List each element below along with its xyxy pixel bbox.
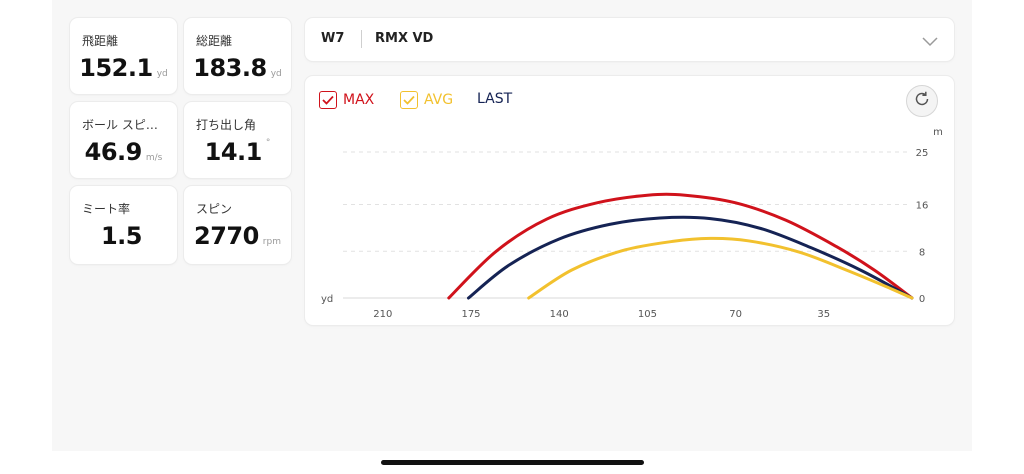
y-tick-label: 0 (919, 294, 925, 305)
stat-card-ball-speed[interactable]: ボール スピ… 46.9 m/s (70, 102, 177, 178)
stat-value: 1.5 (100, 222, 143, 250)
legend-max-label: MAX (343, 92, 375, 108)
legend-avg-label: AVG (424, 92, 454, 108)
x-tick-label: 175 (461, 309, 480, 320)
x-tick-label: 210 (373, 309, 392, 320)
x-tick-label: 70 (729, 309, 742, 320)
stat-unit: ° (265, 138, 271, 148)
x-axis-label: yd (321, 294, 333, 305)
club-name: RMX VD (375, 31, 434, 46)
divider (361, 30, 362, 48)
trajectory-card: MAX AVG LAST 0 8 16 25 210 175 140 105 70 35 yd m (305, 76, 954, 325)
stat-card-total[interactable]: 総距離 183.8 yd (184, 18, 291, 94)
x-tick-label: 35 (817, 309, 830, 320)
stat-unit: rpm (262, 237, 281, 247)
stat-unit: m/s (145, 153, 163, 163)
check-icon[interactable] (400, 91, 418, 109)
stat-label: 打ち出し角 (196, 118, 257, 132)
stat-label: 総距離 (196, 34, 233, 48)
refresh-icon (913, 90, 931, 112)
x-tick-label: 140 (550, 309, 569, 320)
y-tick-label: 8 (919, 247, 925, 258)
stat-label: 飛距離 (82, 34, 119, 48)
chevron-down-icon[interactable] (922, 32, 938, 51)
stat-card-launch-angle[interactable]: 打ち出し角 14.1 ° (184, 102, 291, 178)
stat-value: 152.1 (79, 54, 153, 82)
y-tick-label: 16 (916, 201, 929, 212)
trajectory-chart: 0 8 16 25 210 175 140 105 70 35 yd m (321, 127, 943, 320)
legend-last-label: LAST (477, 91, 513, 107)
stat-label: ミート率 (82, 202, 131, 216)
stat-card-smash-factor[interactable]: ミート率 1.5 (70, 186, 177, 264)
stat-value: 14.1 (204, 138, 263, 166)
y-axis-label: m (933, 127, 943, 138)
stat-value: 46.9 (84, 138, 143, 166)
y-tick-label: 25 (916, 148, 929, 159)
home-indicator (381, 460, 644, 465)
legend-max[interactable]: MAX (319, 91, 374, 109)
refresh-button[interactable] (906, 85, 938, 117)
stat-value: 2770 (194, 222, 259, 250)
series-max-line (447, 192, 914, 300)
stat-card-carry[interactable]: 飛距離 152.1 yd (70, 18, 177, 94)
stat-value: 183.8 (193, 54, 267, 82)
legend-avg[interactable]: AVG (400, 91, 453, 109)
series-avg-line (527, 236, 914, 300)
club-number: W7 (321, 31, 345, 46)
club-selector[interactable]: W7 RMX VD (305, 18, 954, 61)
stat-label: ボール スピ… (82, 118, 158, 132)
legend-last[interactable]: LAST (477, 91, 512, 107)
stat-label: スピン (196, 202, 233, 216)
x-tick-label: 105 (638, 309, 657, 320)
stat-card-spin[interactable]: スピン 2770 rpm (184, 186, 291, 264)
stat-unit: yd (270, 69, 282, 79)
check-icon[interactable] (319, 91, 337, 109)
series-last-line (467, 215, 914, 300)
stat-unit: yd (156, 69, 168, 79)
